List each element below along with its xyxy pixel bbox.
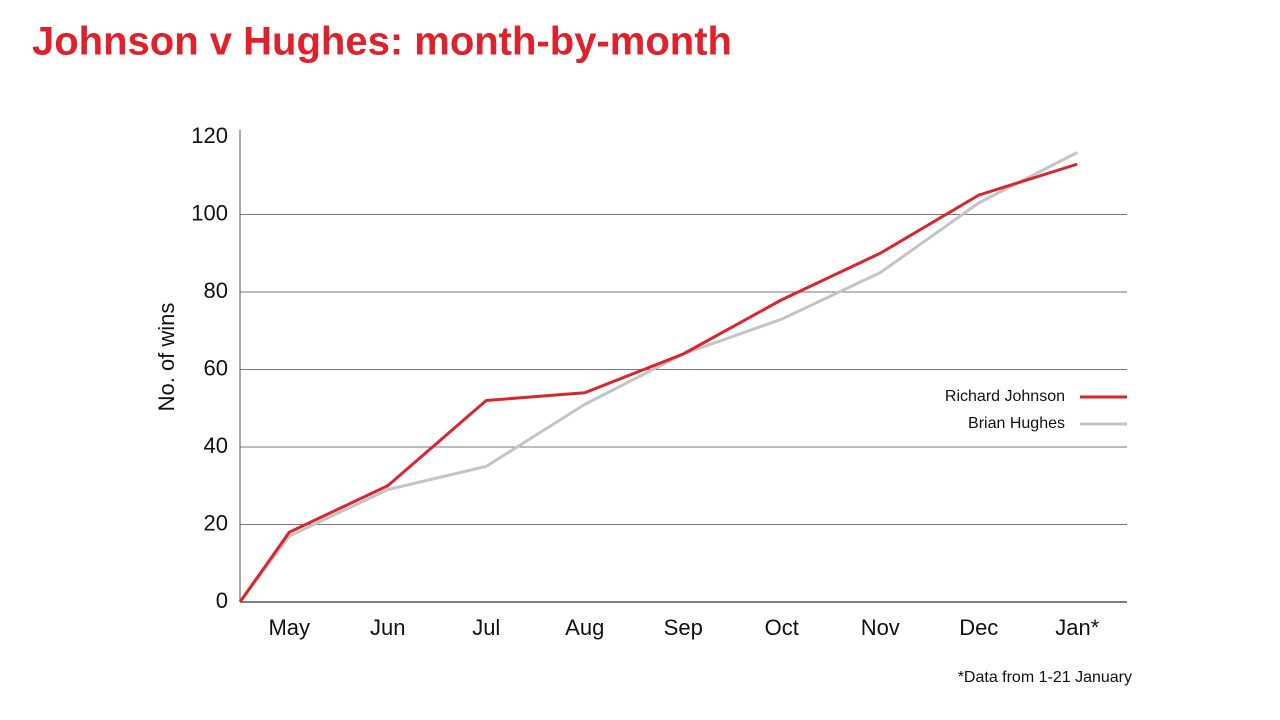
footnote: *Data from 1-21 January (958, 669, 1132, 686)
y-tick-label: 100 (191, 200, 228, 225)
y-axis-label: No. of wins (154, 303, 179, 412)
x-tick-label: Jan* (1055, 615, 1099, 640)
legend-label: Richard Johnson (945, 388, 1065, 405)
x-tick-label: Jul (472, 615, 500, 640)
series-line (238, 162, 1078, 603)
x-tick-label: Jun (370, 615, 405, 640)
y-tick-label: 60 (204, 355, 228, 380)
series-line (238, 151, 1078, 603)
x-tick-label: Sep (664, 615, 703, 640)
y-tick-label: 80 (204, 278, 228, 303)
y-tick-label: 0 (216, 588, 228, 613)
legend-label: Brian Hughes (968, 415, 1065, 432)
y-tick-label: 40 (204, 433, 228, 458)
x-tick-label: Oct (765, 615, 799, 640)
y-tick-label: 120 (191, 123, 228, 148)
x-tick-label: Dec (959, 615, 998, 640)
chart-title: Johnson v Hughes: month-by-month (32, 20, 732, 64)
x-tick-label: May (268, 615, 310, 640)
x-tick-label: Nov (861, 615, 900, 640)
x-tick-label: Aug (565, 615, 604, 640)
y-tick-label: 20 (204, 510, 228, 535)
